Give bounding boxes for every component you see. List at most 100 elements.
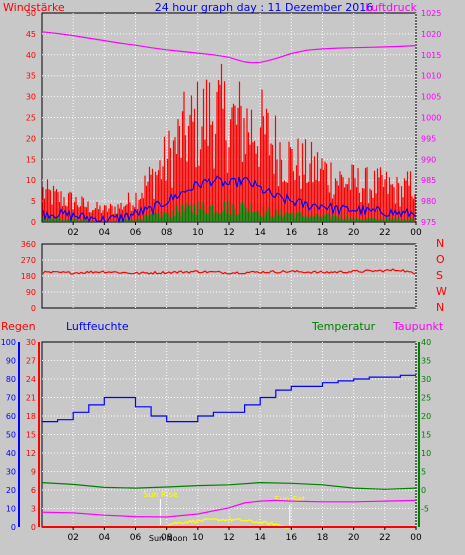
pressure-y-tick-label: 985 — [421, 176, 436, 185]
wind-axis-label: Windstärke — [3, 1, 65, 14]
temperature-line — [41, 481, 417, 490]
humidity-line — [42, 374, 416, 423]
climate-x-tick-label: 16 — [286, 533, 298, 543]
sun-noon-label: Sun Noon — [149, 534, 188, 543]
climate-x-tick-label: 10 — [192, 533, 204, 543]
humidity-y-tick-label: 20 — [6, 486, 16, 495]
wind-y-tick-label: 40 — [26, 51, 36, 60]
wind-y-tick-label: 35 — [26, 72, 36, 81]
pressure-y-tick-label: 980 — [421, 197, 436, 206]
direction-compass-label: W — [436, 285, 447, 298]
humidity-y-tick-label: 50 — [6, 431, 16, 440]
wind-x-tick-label: 12 — [223, 228, 234, 238]
wind-y-tick-label: 20 — [26, 134, 36, 143]
temperature-y-tick-label: 5 — [421, 468, 426, 477]
wind-y-tick-label: 15 — [26, 155, 36, 164]
climate-x-tick-label: 04 — [99, 533, 111, 543]
rain-y-tick-label: 18 — [26, 412, 36, 421]
direction-y-tick-label: 270 — [21, 256, 36, 265]
sun-rise-label: Sun Rise — [143, 490, 178, 499]
wind-x-tick-label: 22 — [379, 228, 390, 238]
wind-x-tick-label: 10 — [192, 228, 204, 238]
climate-x-tick-label: 00 — [410, 533, 422, 543]
pressure-y-tick-label: 1000 — [421, 114, 441, 123]
wind-x-tick-label: 04 — [99, 228, 111, 238]
direction-compass-label: N — [436, 237, 444, 250]
wind-pressure-panel: 0510152025303540455097598098599099510001… — [26, 9, 442, 238]
pressure-y-tick-label: 1025 — [421, 9, 441, 18]
direction-y-tick-label: 0 — [31, 304, 36, 313]
climate-x-tick-label: 20 — [348, 533, 360, 543]
climate-x-tick-label: 12 — [223, 533, 234, 543]
humidity-y-tick-label: 40 — [6, 449, 16, 458]
wind-direction-line — [42, 268, 416, 275]
pressure-line — [41, 31, 417, 64]
temperature-y-tick-label: 15 — [421, 431, 431, 440]
direction-compass-label: S — [436, 269, 443, 282]
wind-x-tick-label: 16 — [286, 228, 298, 238]
wind-x-tick-label: 18 — [317, 228, 329, 238]
wind-x-tick-label: 14 — [254, 228, 266, 238]
climate-x-tick-label: 06 — [130, 533, 142, 543]
direction-compass-label: N — [436, 301, 444, 314]
temperature-y-tick-label: 0 — [421, 486, 426, 495]
rain-y-tick-label: 0 — [31, 523, 36, 532]
wind-y-tick-label: 30 — [26, 93, 36, 102]
humidity-y-tick-label: 70 — [6, 394, 16, 403]
direction-y-tick-label: 180 — [21, 272, 36, 281]
wind-x-tick-label: 02 — [67, 228, 78, 238]
climate-x-tick-label: 18 — [317, 533, 329, 543]
wind-y-tick-label: 0 — [31, 218, 36, 227]
wind-x-tick-label: 20 — [348, 228, 360, 238]
wind-x-tick-label: 08 — [161, 228, 173, 238]
humidity-y-tick-label: 60 — [6, 412, 16, 421]
pressure-axis-label: Luftdruck — [365, 1, 417, 14]
humidity-y-tick-label: 0 — [11, 523, 16, 532]
rain-y-tick-label: 30 — [26, 338, 36, 347]
wind-y-tick-label: 50 — [26, 9, 36, 18]
pressure-y-tick-label: 990 — [421, 155, 436, 164]
temperature-axis-label: Temperatur — [311, 320, 376, 333]
pressure-y-tick-label: 1005 — [421, 93, 441, 102]
rain-axis-label: Regen — [1, 320, 36, 333]
rain-y-tick-label: 21 — [26, 394, 36, 403]
rain-y-tick-label: 12 — [26, 449, 36, 458]
temperature-y-tick-label: 10 — [421, 449, 431, 458]
rain-y-tick-label: 3 — [31, 505, 36, 514]
climate-x-tick-label: 08 — [161, 533, 173, 543]
pressure-y-tick-label: 975 — [421, 218, 436, 227]
humidity-y-tick-label: 30 — [6, 468, 16, 477]
rain-y-tick-label: 24 — [26, 375, 36, 384]
pressure-y-tick-label: 995 — [421, 134, 436, 143]
temperature-y-tick-label: 25 — [421, 394, 431, 403]
direction-y-tick-label: 90 — [26, 288, 36, 297]
temperature-y-tick-label: 30 — [421, 375, 431, 384]
wind-y-tick-label: 25 — [26, 114, 36, 123]
temperature-y-tick-label: 20 — [421, 412, 431, 421]
wind-y-tick-label: 5 — [31, 197, 36, 206]
wind-x-tick-label: 00 — [410, 228, 422, 238]
temperature-y-tick-label: 40 — [421, 338, 431, 347]
humidity-temperature-panel: 0102030405060708090100036912151821242730… — [1, 338, 431, 543]
wind-y-tick-label: 10 — [26, 176, 36, 185]
wind-mean-bars — [42, 200, 416, 222]
chart-title: 24 hour graph day : 11 Dezember 2016 — [155, 1, 374, 14]
direction-y-tick-label: 360 — [21, 240, 36, 249]
humidity-y-tick-label: 10 — [6, 505, 16, 514]
rain-y-tick-label: 9 — [31, 468, 36, 477]
temperature-y-tick-label: -5 — [421, 505, 429, 514]
sun-radiation-line — [160, 517, 291, 529]
pressure-y-tick-label: 1015 — [421, 51, 441, 60]
climate-x-tick-label: 14 — [254, 533, 266, 543]
humidity-y-tick-label: 100 — [1, 338, 16, 347]
humidity-y-tick-label: 80 — [6, 375, 16, 384]
climate-x-tick-label: 02 — [67, 533, 78, 543]
sun-set-label: Sun Set — [274, 495, 305, 504]
wind-y-tick-label: 45 — [26, 30, 36, 39]
humidity-y-tick-label: 90 — [6, 357, 16, 366]
dewpoint-axis-label: Taupunkt — [392, 320, 444, 333]
direction-compass-label: O — [436, 253, 445, 266]
pressure-y-tick-label: 1020 — [421, 30, 441, 39]
rain-y-tick-label: 15 — [26, 431, 36, 440]
